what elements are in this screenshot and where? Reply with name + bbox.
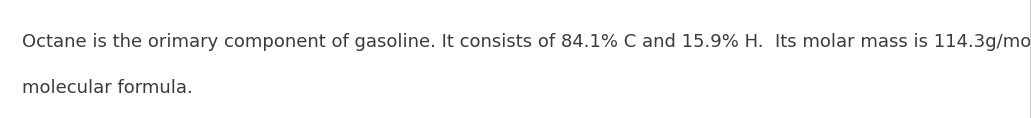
Text: molecular formula.: molecular formula. [22, 79, 193, 97]
Text: Octane is the orimary component of gasoline. It consists of 84.1% C and 15.9% H.: Octane is the orimary component of gasol… [22, 33, 1031, 51]
